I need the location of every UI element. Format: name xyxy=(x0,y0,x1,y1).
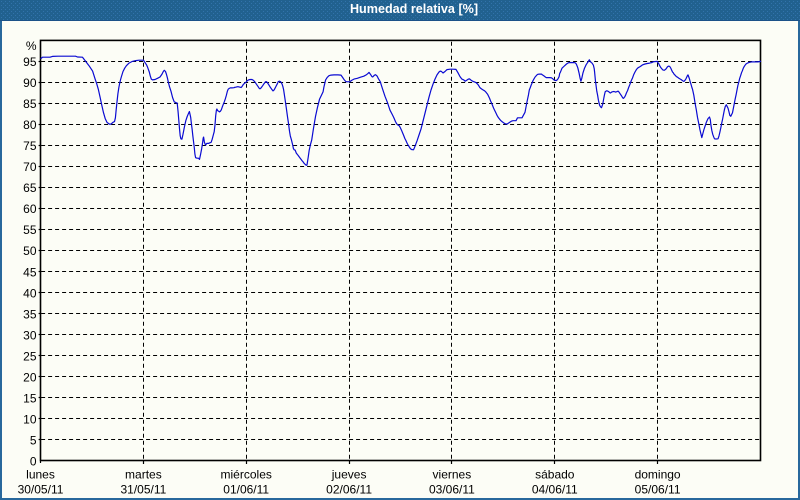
svg-text:45: 45 xyxy=(23,265,37,279)
svg-text:domingo: domingo xyxy=(635,468,681,482)
svg-text:miércoles: miércoles xyxy=(221,468,272,482)
svg-text:30: 30 xyxy=(23,328,37,342)
svg-text:04/06/11: 04/06/11 xyxy=(532,483,578,497)
svg-text:50: 50 xyxy=(23,244,37,258)
svg-text:10: 10 xyxy=(23,412,37,426)
svg-text:02/06/11: 02/06/11 xyxy=(326,483,372,497)
svg-text:35: 35 xyxy=(23,307,37,321)
svg-text:80: 80 xyxy=(23,118,37,132)
svg-text:lunes: lunes xyxy=(26,468,55,482)
svg-text:01/06/11: 01/06/11 xyxy=(223,483,269,497)
svg-text:%: % xyxy=(26,39,37,53)
svg-text:sábado: sábado xyxy=(535,468,575,482)
svg-text:25: 25 xyxy=(23,349,37,363)
svg-text:70: 70 xyxy=(23,160,37,174)
svg-text:03/06/11: 03/06/11 xyxy=(429,483,475,497)
svg-text:85: 85 xyxy=(23,97,37,111)
svg-text:65: 65 xyxy=(23,181,37,195)
svg-text:5: 5 xyxy=(30,434,37,448)
svg-text:30/05/11: 30/05/11 xyxy=(18,483,64,497)
svg-text:75: 75 xyxy=(23,139,37,153)
svg-text:viernes: viernes xyxy=(433,468,472,482)
svg-text:95: 95 xyxy=(23,55,37,69)
svg-text:60: 60 xyxy=(23,202,37,216)
svg-text:05/06/11: 05/06/11 xyxy=(635,483,681,497)
svg-text:40: 40 xyxy=(23,286,37,300)
svg-text:31/05/11: 31/05/11 xyxy=(120,483,166,497)
svg-text:jueves: jueves xyxy=(331,468,367,482)
svg-text:55: 55 xyxy=(23,223,37,237)
svg-text:90: 90 xyxy=(23,76,37,90)
svg-text:0: 0 xyxy=(30,455,37,469)
svg-text:martes: martes xyxy=(125,468,162,482)
svg-text:20: 20 xyxy=(23,370,37,384)
svg-text:15: 15 xyxy=(23,391,37,405)
